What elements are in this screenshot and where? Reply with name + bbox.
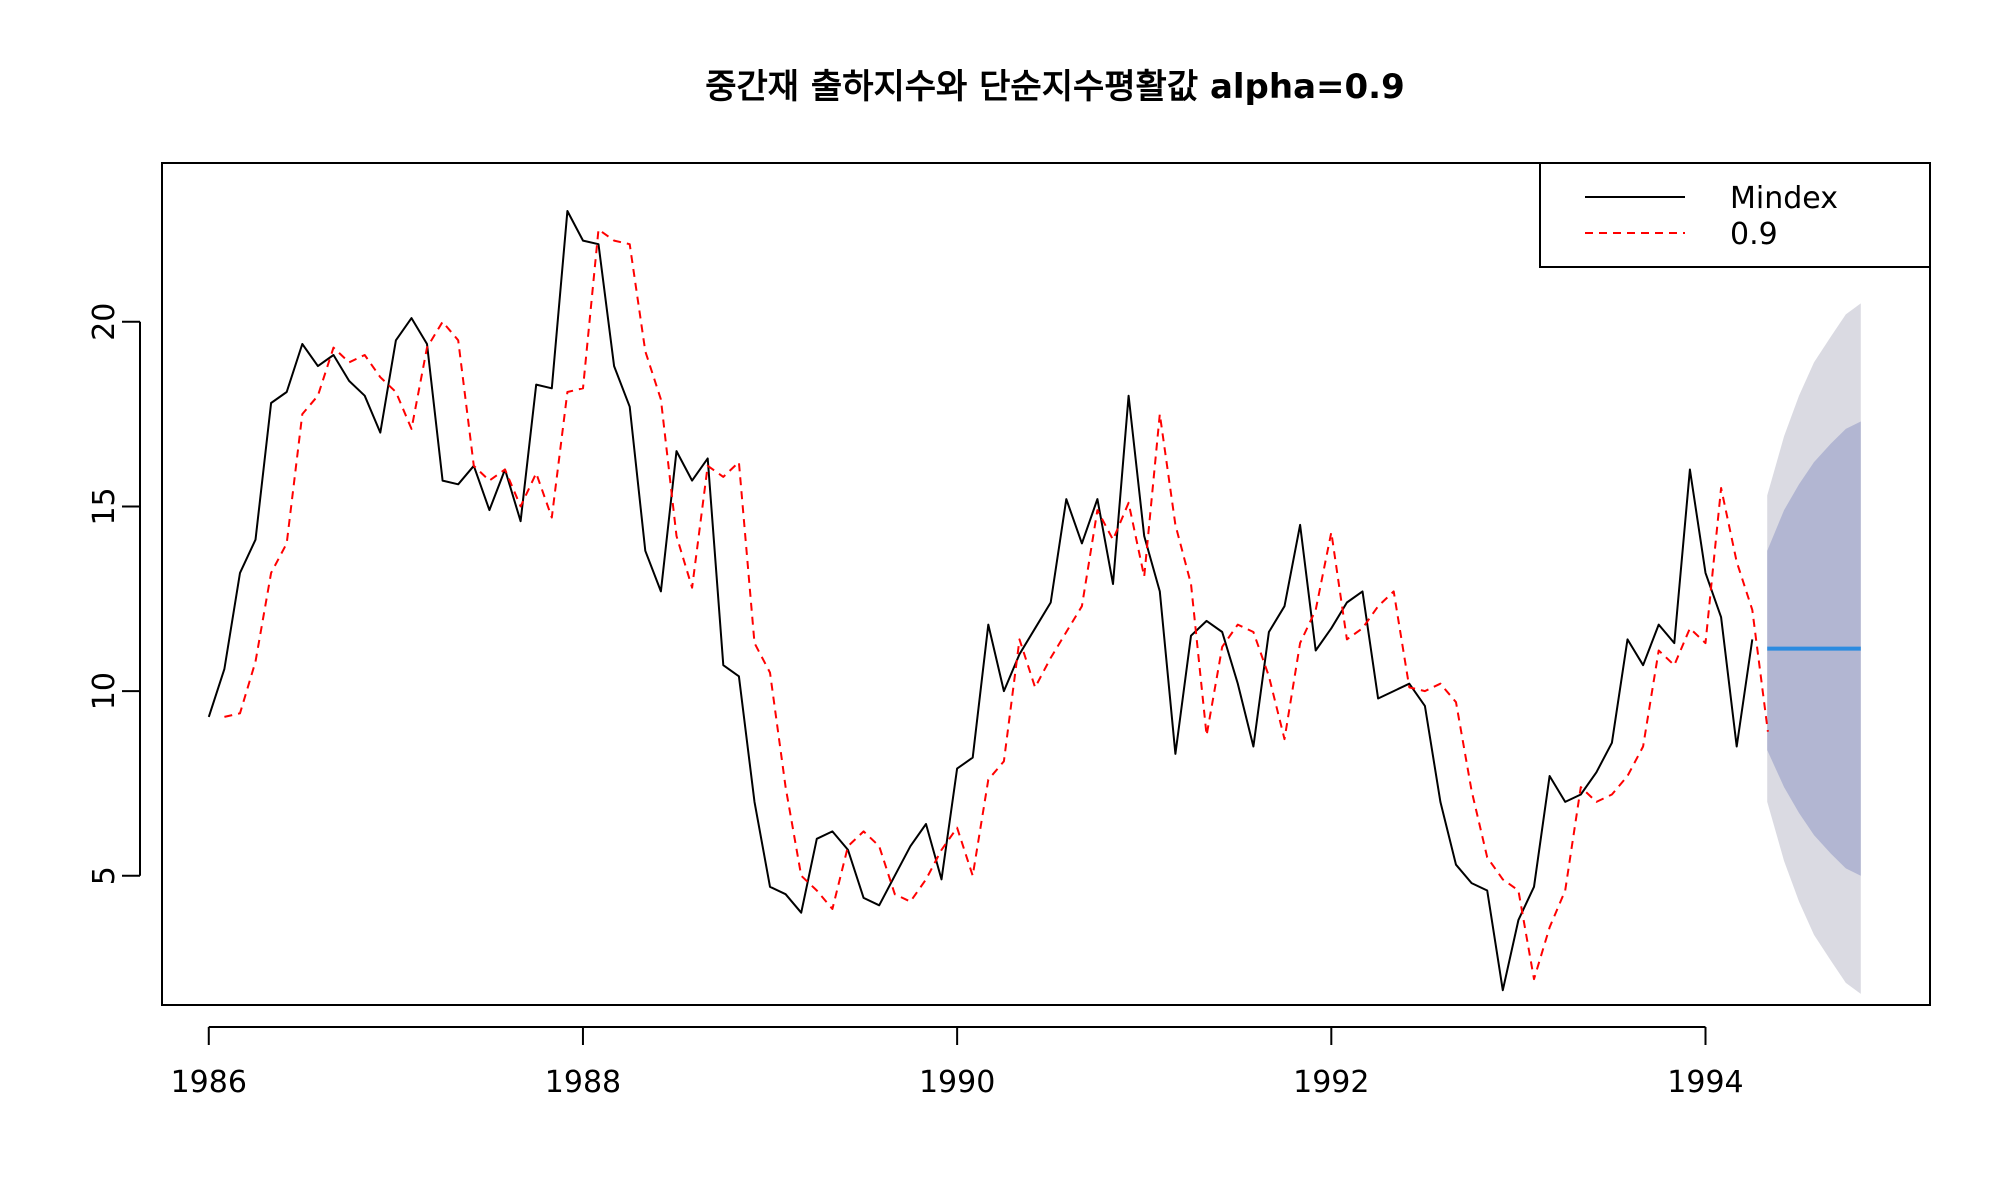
x-tick-label: 1988 xyxy=(545,1065,621,1100)
legend-label-smoothed: 0.9 xyxy=(1730,217,1778,252)
plot-frame xyxy=(161,162,1931,1006)
x-tick-label: 1990 xyxy=(919,1065,995,1100)
y-tick-label: 5 xyxy=(87,866,122,885)
x-tick-label: 1992 xyxy=(1293,1065,1369,1100)
y-tick-label: 20 xyxy=(87,303,122,341)
legend: Mindex 0.9 xyxy=(1539,162,1931,268)
x-tick-label: 1986 xyxy=(171,1065,247,1100)
series-line-mindex xyxy=(207,210,1754,992)
legend-label-mindex: Mindex xyxy=(1730,181,1838,216)
series-line-smoothed xyxy=(224,228,1769,981)
y-tick-label: 15 xyxy=(87,487,122,525)
x-tick-label: 1994 xyxy=(1667,1065,1743,1100)
axis-layer: 1986 1988 1990 1992 1994 5 10 15 20 xyxy=(87,162,1931,1100)
plot-layer xyxy=(207,210,1861,994)
chart-title: 중간재 출하지수와 단순지수평활값 alpha=0.9 xyxy=(705,67,1405,107)
y-tick-label: 10 xyxy=(87,672,122,710)
legend-box xyxy=(1539,162,1931,268)
